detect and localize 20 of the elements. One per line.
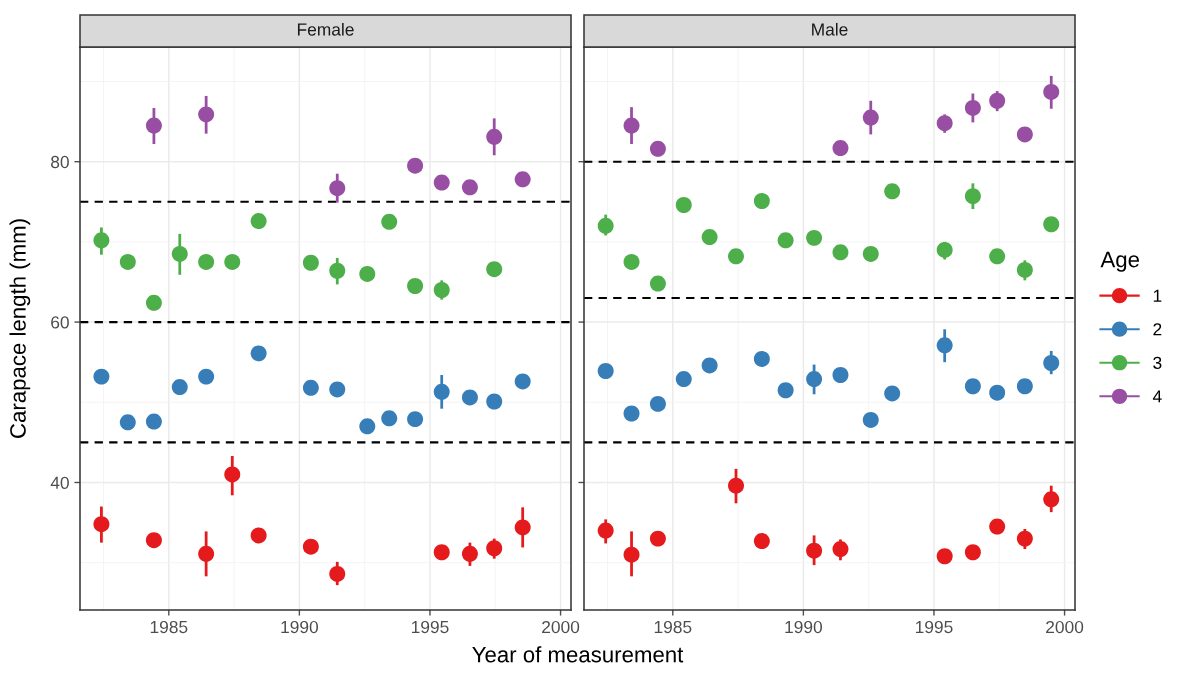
x-tick-label: 1990 — [785, 620, 823, 634]
legend-label: 3 — [1153, 356, 1162, 369]
y-tick-label: 80 — [51, 155, 69, 169]
x-tick-label: 1995 — [411, 620, 449, 634]
chart-title: Male — [812, 22, 848, 36]
legend-label: 1 — [1153, 289, 1162, 302]
x-tick-label: 1990 — [281, 620, 319, 634]
y-tick-label: 60 — [51, 316, 69, 329]
x-tick-label: 2000 — [542, 620, 580, 634]
y-axis-title: Carapace length (mm) — [9, 219, 31, 438]
x-axis-title: Year of measurement — [472, 646, 684, 663]
chart-title: Female — [297, 22, 354, 36]
x-tick-label: 1995 — [915, 620, 953, 634]
legend-title: Age — [1100, 251, 1139, 272]
x-tick-label: 1985 — [654, 620, 692, 634]
x-tick-label: 2000 — [1046, 620, 1084, 634]
legend-label: 2 — [1153, 323, 1162, 336]
x-tick-label: 1985 — [150, 620, 188, 634]
legend-label: 4 — [1152, 390, 1162, 403]
y-tick-label: 40 — [50, 476, 69, 489]
